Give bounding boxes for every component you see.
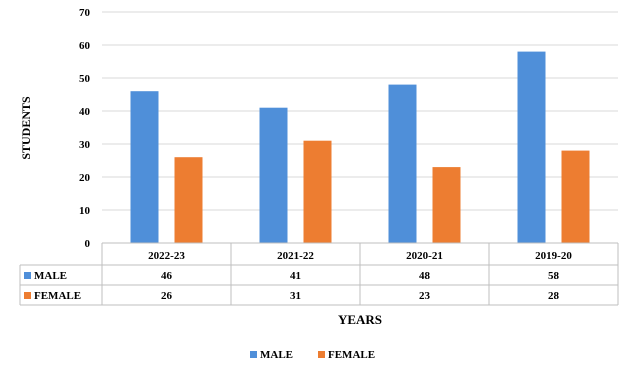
- bar-female: [303, 140, 332, 243]
- table-series-label: FEMALE: [34, 290, 81, 302]
- x-tick-label: 2019-20: [535, 250, 572, 262]
- legend-key: [318, 351, 325, 358]
- y-tick-label: 20: [79, 172, 91, 184]
- table-legend-key: [24, 292, 31, 299]
- data-label: 26: [161, 290, 173, 302]
- data-label: 41: [290, 270, 301, 282]
- x-tick-label: 2021-22: [277, 250, 314, 262]
- bar-female: [432, 167, 461, 243]
- bar-male: [130, 91, 159, 243]
- table-legend-key: [24, 272, 31, 279]
- bar-female: [561, 150, 590, 243]
- legend: MALE FEMALE: [250, 349, 375, 361]
- x-tick-label: 2020-21: [406, 250, 443, 262]
- data-label: 58: [548, 270, 560, 282]
- y-axis-label: STUDENTS: [19, 96, 33, 160]
- data-label: 31: [290, 290, 301, 302]
- y-tick-label: 30: [79, 139, 91, 151]
- legend-label: MALE: [260, 349, 293, 361]
- y-tick-label: 70: [79, 7, 91, 19]
- data-label: 48: [419, 270, 431, 282]
- data-label: 23: [419, 290, 431, 302]
- bars: [130, 51, 590, 243]
- y-tick-label: 0: [85, 238, 91, 250]
- table-series-label: MALE: [34, 270, 67, 282]
- bar-male: [517, 51, 546, 243]
- legend-key: [250, 351, 257, 358]
- x-tick-label: 2022-23: [148, 250, 185, 262]
- y-tick-label: 40: [79, 106, 91, 118]
- y-tick-label: 60: [79, 40, 91, 52]
- legend-label: FEMALE: [328, 349, 375, 361]
- y-axis-ticks: 0 10 20 30 40 50 60 70: [79, 7, 91, 250]
- data-label: 46: [161, 270, 173, 282]
- bar-male: [259, 107, 288, 243]
- x-axis-label: YEARS: [338, 312, 382, 327]
- bar-female: [174, 157, 203, 243]
- y-tick-label: 50: [79, 73, 91, 85]
- y-tick-label: 10: [79, 205, 91, 217]
- data-label: 28: [548, 290, 560, 302]
- bar-male: [388, 84, 417, 243]
- data-table: 2022-23 2021-22 2020-21 2019-20 MALE 46 41 48 58…: [19, 242, 619, 306]
